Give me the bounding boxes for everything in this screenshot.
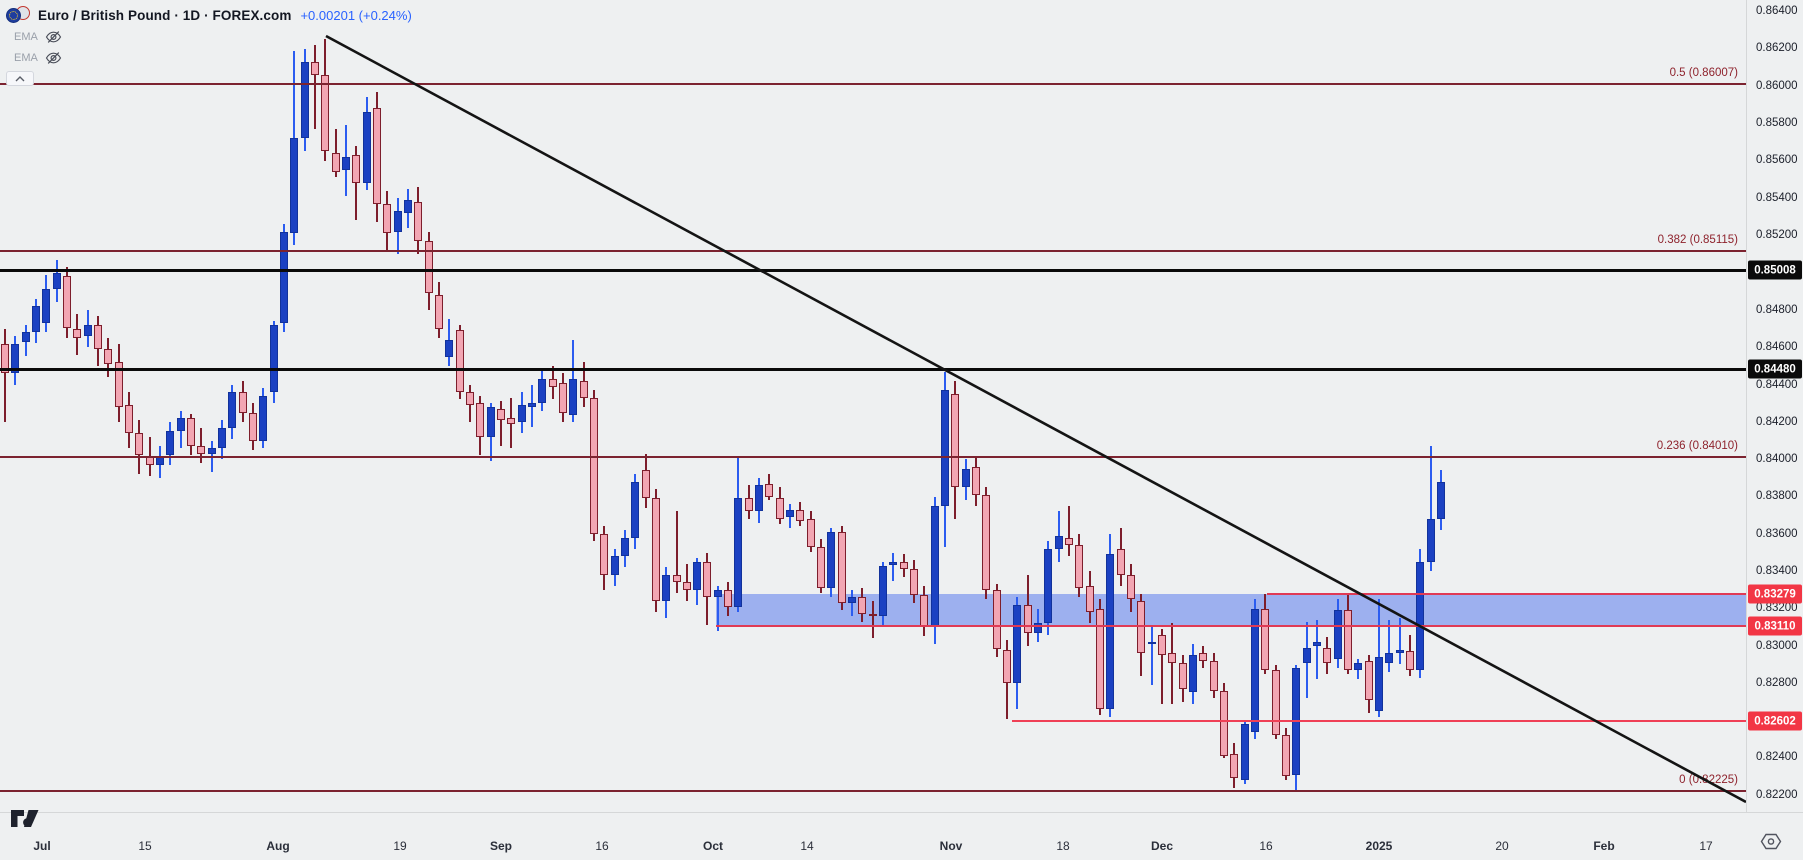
price-axis-tick: 0.86400 [1756, 5, 1798, 17]
price-axis-tick: 0.82200 [1756, 789, 1798, 801]
price-axis-tick: 0.85800 [1756, 117, 1798, 129]
price-axis-tick: 0.86000 [1756, 80, 1798, 92]
time-axis[interactable]: Jul 15 Aug 19 Sep 16 Oct 14 Nov 18 Dec 16 2025 20 Feb 1… [0, 809, 1803, 860]
time-axis-label: Feb [1593, 839, 1615, 853]
time-axis-label: 20 [1495, 839, 1509, 853]
time-axis-label: 19 [393, 839, 407, 853]
symbol-pair-icon [6, 6, 32, 24]
time-axis-label: Jul [33, 839, 51, 853]
fib-level-label: 0.236 (0.84010) [1656, 440, 1738, 452]
price-line-badge[interactable]: 0.83110 [1748, 616, 1802, 636]
time-axis-label: 16 [595, 839, 609, 853]
price-axis[interactable]: 0.86400 0.86200 0.86000 0.85800 0.85600 0.854… [1746, 0, 1803, 812]
fib-level-label: 0.5 (0.86007) [1669, 67, 1738, 79]
price-change-text: +0.00201 (+0.24%) [300, 7, 412, 23]
tradingview-logo-icon[interactable] [10, 809, 40, 829]
chart-plot-area[interactable]: 0.5 (0.86007) 0.382 (0.85115) 0.236 (0.840… [0, 0, 1746, 812]
time-axis-label: 14 [800, 839, 814, 853]
price-axis-tick: 0.82400 [1756, 751, 1798, 763]
eye-off-icon[interactable] [45, 30, 62, 44]
price-axis-tick: 0.83800 [1756, 490, 1798, 502]
ticker-row[interactable]: Euro / British Pound · 1D · FOREX.com +0… [6, 4, 412, 26]
support-price-line[interactable] [1012, 720, 1746, 722]
price-axis-tick: 0.84600 [1756, 341, 1798, 353]
time-axis-label: 15 [138, 839, 152, 853]
price-axis-tick: 0.83000 [1756, 640, 1798, 652]
price-axis-tick: 0.85600 [1756, 154, 1798, 166]
fib-level-line[interactable] [0, 456, 1746, 458]
time-axis-label: 18 [1056, 839, 1070, 853]
horizontal-price-line[interactable] [0, 368, 1746, 371]
horizontal-price-line[interactable] [0, 269, 1746, 272]
zone-bottom-border [716, 625, 1746, 627]
price-axis-tick: 0.84400 [1756, 379, 1798, 391]
price-line-badge[interactable]: 0.84480 [1748, 359, 1802, 379]
price-axis-tick: 0.85400 [1756, 192, 1798, 204]
time-axis-label: Dec [1150, 839, 1174, 853]
eye-off-icon[interactable] [45, 51, 62, 65]
time-axis-label: Nov [939, 839, 963, 853]
price-axis-tick: 0.86200 [1756, 42, 1798, 54]
time-axis-label: Aug [266, 839, 290, 853]
price-axis-tick: 0.84200 [1756, 416, 1798, 428]
time-axis-label: Sep [489, 839, 513, 853]
time-axis-label: 17 [1699, 839, 1713, 853]
fib-level-label: 0.382 (0.85115) [1657, 234, 1738, 246]
axis-settings-icon[interactable] [1760, 833, 1782, 850]
supply-zone-rectangle[interactable] [716, 594, 1746, 626]
ema-indicator-label: EMA [14, 30, 38, 43]
time-axis-label: 16 [1259, 839, 1273, 853]
price-axis-tick: 0.84000 [1756, 453, 1798, 465]
price-axis-tick: 0.84800 [1756, 304, 1798, 316]
price-line-badge[interactable]: 0.85008 [1748, 260, 1802, 280]
time-axis-label: Oct [702, 839, 724, 853]
price-axis-tick: 0.85200 [1756, 229, 1798, 241]
price-line-badge[interactable]: 0.82602 [1748, 711, 1802, 731]
ema-indicator-label: EMA [14, 51, 38, 64]
price-line-badge[interactable]: 0.83279 [1748, 584, 1802, 604]
indicator-row-ema-2[interactable]: EMA [6, 47, 412, 68]
chart-legend: Euro / British Pound · 1D · FOREX.com +0… [6, 4, 412, 86]
indicator-row-ema-1[interactable]: EMA [6, 26, 412, 47]
symbol-title[interactable]: Euro / British Pound · 1D · FOREX.com [38, 7, 292, 23]
fib-level-line[interactable] [0, 790, 1746, 792]
price-axis-tick: 0.83600 [1756, 528, 1798, 540]
price-axis-tick: 0.82800 [1756, 677, 1798, 689]
zone-top-border [1267, 593, 1746, 595]
price-axis-tick: 0.83200 [1756, 602, 1798, 614]
fib-level-label: 0 (0.82225) [1679, 774, 1738, 786]
fib-level-line[interactable] [0, 250, 1746, 252]
price-axis-tick: 0.83400 [1756, 565, 1798, 577]
time-axis-label: 2025 [1365, 839, 1393, 853]
legend-collapse-button[interactable] [6, 71, 34, 86]
